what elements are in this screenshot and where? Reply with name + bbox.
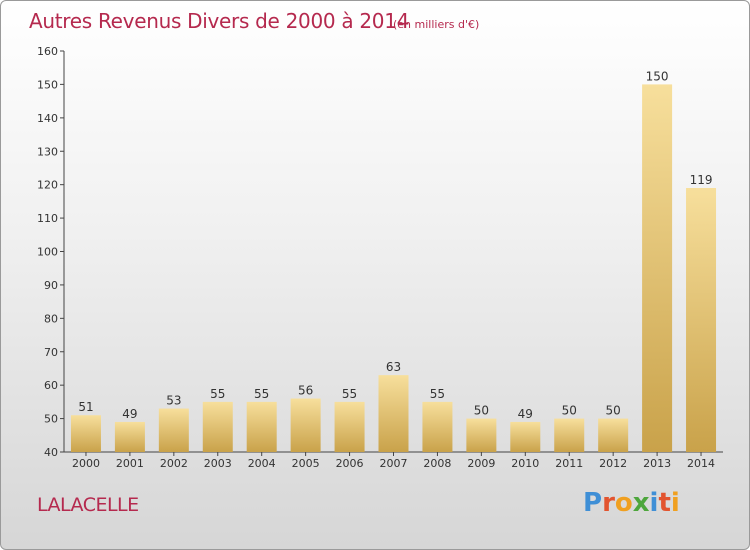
data-label: 51	[78, 400, 93, 414]
bar	[598, 418, 629, 452]
y-tick-label: 130	[37, 145, 58, 158]
chart-title: Autres Revenus Divers de 2000 à 2014	[29, 9, 410, 33]
y-tick-label: 90	[44, 279, 58, 292]
x-tick-label: 2000	[72, 457, 100, 470]
bar	[334, 401, 365, 452]
logo-letter: P	[583, 488, 603, 518]
x-tick-label: 2006	[336, 457, 364, 470]
bar	[246, 401, 277, 452]
data-label: 63	[386, 360, 401, 374]
y-tick-label: 80	[44, 312, 58, 325]
y-tick-label: 120	[37, 179, 58, 192]
bar	[202, 401, 233, 452]
x-tick-label: 2004	[248, 457, 276, 470]
chart-axes: 40 50 60 70 80 90 100 110 120 130 140 150 160 2000 200…	[37, 45, 723, 470]
place-name: LALACELLE	[37, 494, 139, 516]
x-tick-label: 2012	[599, 457, 627, 470]
data-label: 119	[690, 173, 713, 187]
y-tick-label: 70	[44, 346, 58, 359]
chart-subtitle: (en milliers d'€)	[393, 18, 480, 31]
data-labels: 51 49 53 55 55 56 55 63 55 50 49 50 50 150 119	[78, 69, 712, 421]
data-label: 55	[430, 387, 445, 401]
bar	[422, 401, 453, 452]
data-label: 50	[606, 404, 621, 418]
proxiti-logo[interactable]: Proxiti	[583, 488, 680, 518]
data-label: 55	[342, 387, 357, 401]
data-label: 50	[562, 404, 577, 418]
bar	[642, 84, 673, 453]
x-tick-label: 2014	[687, 457, 715, 470]
data-label: 50	[474, 404, 489, 418]
y-tick-label: 150	[37, 78, 58, 91]
x-tick-label: 2010	[511, 457, 539, 470]
data-label: 150	[646, 69, 669, 83]
x-tick-label: 2011	[555, 457, 583, 470]
data-label: 55	[210, 387, 225, 401]
data-label: 55	[254, 387, 269, 401]
x-tick-label: 2009	[467, 457, 495, 470]
bar	[290, 398, 321, 452]
y-tick-label: 50	[44, 413, 58, 426]
logo-letter: i	[649, 488, 659, 518]
y-tick-label: 40	[44, 446, 58, 459]
logo-letter: r	[602, 488, 615, 518]
logo-letter: t	[658, 488, 671, 518]
bar-series	[70, 84, 717, 453]
x-tick-label: 2001	[116, 457, 144, 470]
y-tick-label: 110	[37, 212, 58, 225]
bar	[466, 418, 497, 452]
y-tick-label: 60	[44, 379, 58, 392]
x-tick-label: 2002	[160, 457, 188, 470]
x-tick-label: 2008	[423, 457, 451, 470]
bar	[510, 421, 541, 452]
y-tick-label: 140	[37, 112, 58, 125]
bar	[686, 188, 717, 452]
logo-letter: o	[614, 488, 633, 518]
bar	[158, 408, 189, 452]
logo-letter: x	[632, 488, 650, 518]
bar	[378, 375, 409, 452]
y-tick-label: 160	[37, 45, 58, 58]
x-tick-label: 2003	[204, 457, 232, 470]
data-label: 53	[166, 394, 181, 408]
logo-letter: i	[670, 488, 680, 518]
data-label: 49	[122, 407, 137, 421]
y-tick-label: 100	[37, 246, 58, 259]
x-tick-label: 2007	[380, 457, 408, 470]
data-label: 49	[518, 407, 533, 421]
bar	[554, 418, 585, 452]
bar	[70, 415, 101, 452]
bar	[114, 421, 145, 452]
x-tick-label: 2013	[643, 457, 671, 470]
x-tick-label: 2005	[292, 457, 320, 470]
data-label: 56	[298, 384, 313, 398]
